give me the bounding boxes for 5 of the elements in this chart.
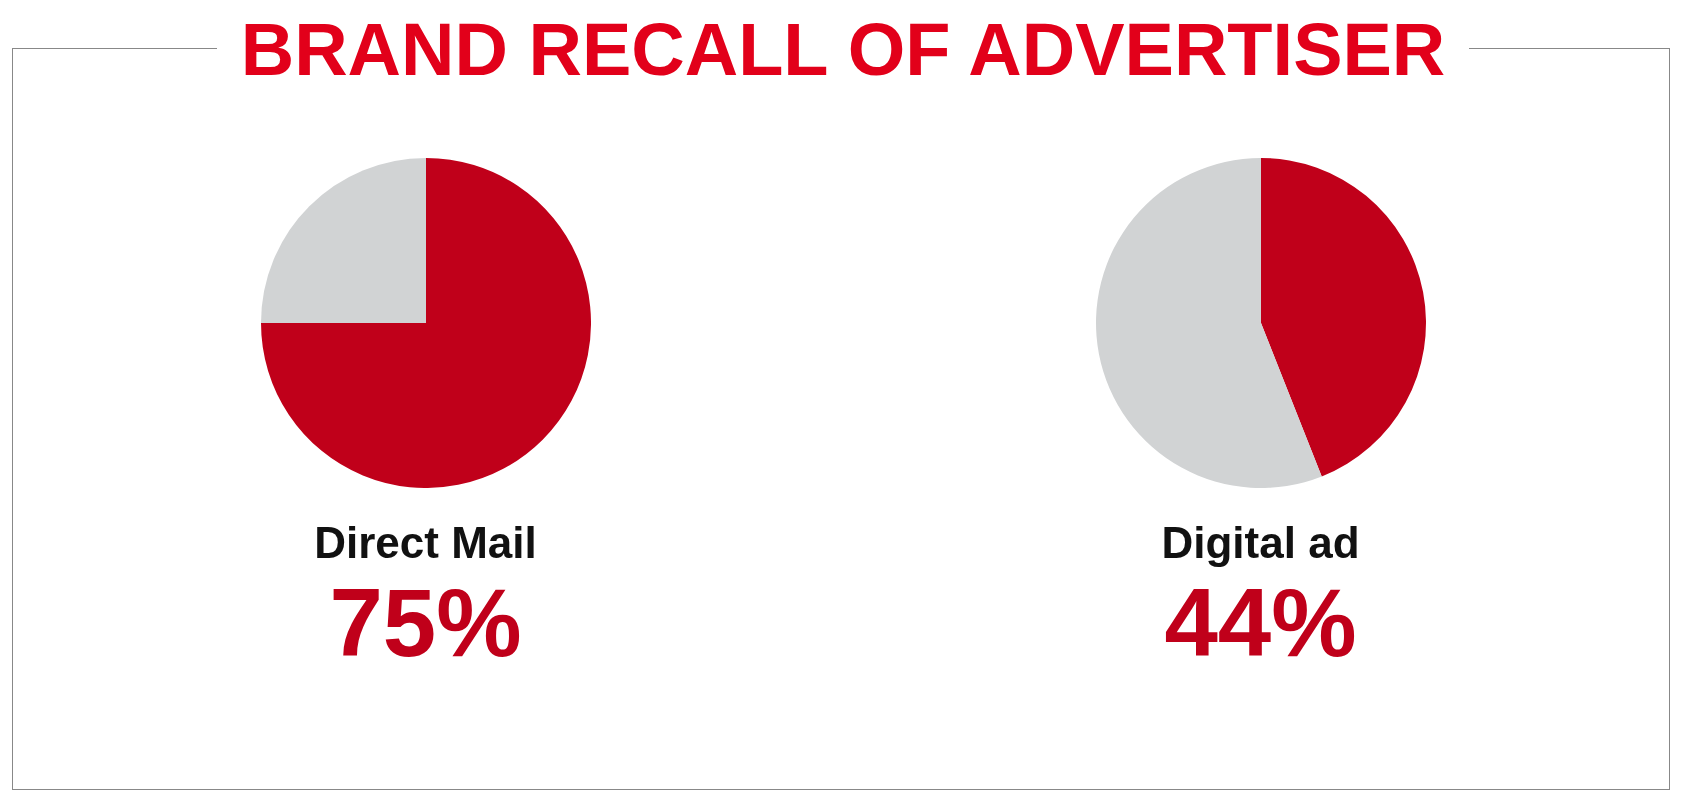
text: Digital ad	[1161, 518, 1360, 568]
data-label: 75%	[329, 568, 522, 678]
text: BRAND RECALL OF ADVERTISER	[216, 8, 1470, 91]
data-label: 44%	[1164, 568, 1357, 678]
text: Direct Mail	[314, 518, 537, 568]
